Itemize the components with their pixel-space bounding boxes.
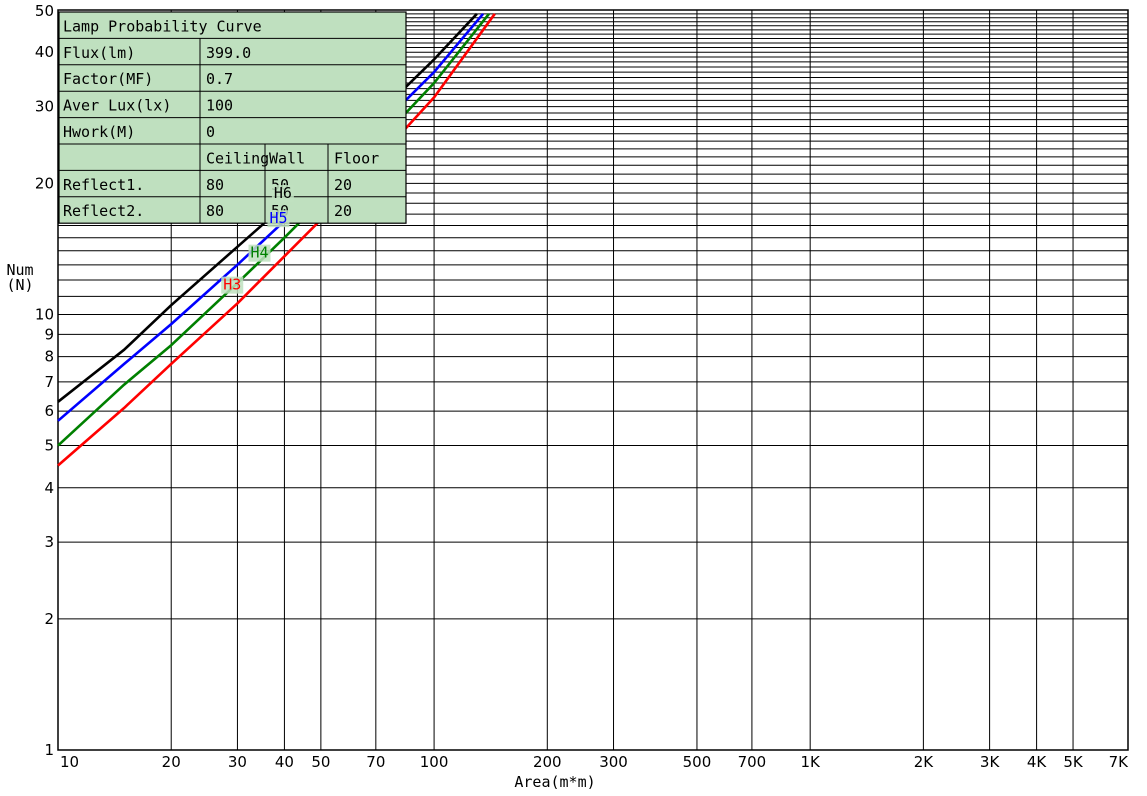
y-tick-label: 3 [44, 533, 54, 551]
info-row-value: 0 [206, 123, 215, 141]
y-tick-label: 9 [44, 325, 54, 343]
y-tick-label: 2 [44, 610, 54, 628]
y-tick-label: 1 [44, 741, 54, 759]
info-row-label: Aver Lux(lx) [63, 97, 171, 115]
info-table: Lamp Probability Curve Flux(lm) 399.0 Facto… [58, 11, 407, 294]
x-tick-label: 200 [533, 753, 562, 771]
x-tick-label: 300 [599, 753, 628, 771]
x-tick-label: 4K [1027, 753, 1048, 771]
x-tick-label: 2K [914, 753, 935, 771]
plot-frame [57, 9, 1129, 751]
x-tick-label: 20 [162, 753, 181, 771]
info-row-value: 0.7 [206, 70, 233, 88]
reflect-value-ceiling: 80 [206, 176, 224, 194]
reflect-row-label: Reflect1. [63, 176, 144, 194]
curve-label-h5: H5 [269, 209, 287, 227]
curve-label-bg [267, 210, 290, 228]
y-tick-label: 6 [44, 402, 54, 420]
curve-h4 [57, 12, 491, 447]
y-tick-label: 10 [35, 305, 54, 323]
y-axis-title-line1: Num [6, 261, 33, 279]
y-tick-label: 4 [44, 479, 54, 497]
x-tick-label: 70 [366, 753, 385, 771]
x-tick-label: 3K [980, 753, 1001, 771]
x-tick-label: 40 [275, 753, 294, 771]
curve-label-h4: H4 [251, 244, 269, 262]
reflect-header-floor: Floor [334, 149, 379, 167]
y-axis-title-line2: (N) [6, 276, 33, 294]
x-tick-label: 5K [1063, 753, 1084, 771]
y-tick-label: 50 [35, 2, 54, 20]
info-row-value: 399.0 [206, 44, 251, 62]
reflect-row-label: Reflect2. [63, 202, 144, 220]
info-title: Lamp Probability Curve [63, 17, 262, 35]
x-tick-label: 30 [228, 753, 247, 771]
y-tick-label: 30 [35, 98, 54, 116]
y-tick-label: 7 [44, 373, 54, 391]
x-tick-label: 700 [738, 753, 767, 771]
grid [57, 9, 1129, 751]
x-tick-label: 1K [800, 753, 821, 771]
curve-label-bg [248, 244, 271, 262]
curve-label-h3: H3 [223, 276, 241, 294]
y-tick-label: 20 [35, 174, 54, 192]
curve-h3 [57, 13, 496, 467]
x-tick-label: 7K [1109, 753, 1130, 771]
info-row-label: Flux(lm) [63, 44, 135, 62]
x-axis-title: Area(m*m) [514, 773, 595, 791]
reflect-value-floor: 20 [334, 202, 352, 220]
reflect-header-wall: Wall [269, 149, 305, 167]
info-row-label: Hwork(M) [63, 123, 135, 141]
x-tick-label: 10 [60, 753, 79, 771]
x-tick-label: 50 [311, 753, 330, 771]
y-tick-label: 8 [44, 348, 54, 366]
tick-labels: 10 20 30 40 50 70 100 200 300 500 700 1K 2K 3K 4K 5K 7K1… [35, 2, 1129, 771]
curve-label-bg [271, 185, 294, 203]
curve-label-h6: H6 [274, 184, 292, 202]
x-tick-label: 500 [683, 753, 712, 771]
info-row-label: Factor(MF) [63, 70, 153, 88]
y-tick-label: 40 [35, 43, 54, 61]
y-tick-label: 5 [44, 437, 54, 455]
reflect-header-ceiling: Ceiling [206, 149, 269, 167]
info-row-value: 100 [206, 97, 233, 115]
x-tick-label: 100 [420, 753, 449, 771]
curve-label-bg [221, 276, 244, 294]
reflect-value-floor: 20 [334, 176, 352, 194]
reflect-value-ceiling: 80 [206, 202, 224, 220]
